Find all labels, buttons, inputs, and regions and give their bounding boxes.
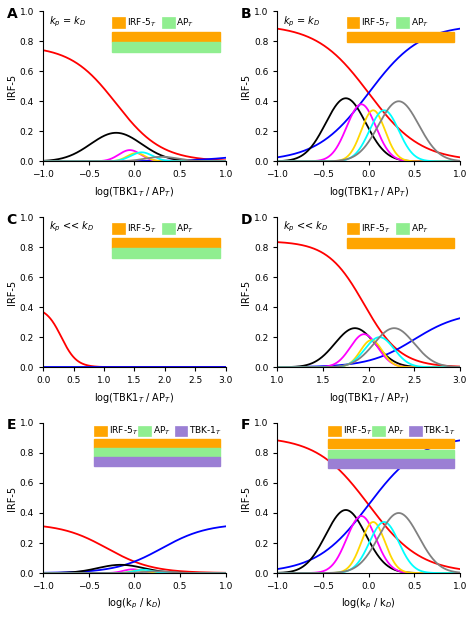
Bar bbox=[112, 238, 220, 248]
X-axis label: log(TBK1$_T$ / AP$_T$): log(TBK1$_T$ / AP$_T$) bbox=[94, 391, 174, 405]
Bar bbox=[409, 426, 421, 436]
X-axis label: log(k$_p$ / k$_D$): log(k$_p$ / k$_D$) bbox=[341, 596, 396, 611]
Y-axis label: IRF-5: IRF-5 bbox=[7, 74, 17, 99]
Bar bbox=[112, 42, 220, 52]
Bar bbox=[346, 223, 359, 234]
Text: AP$_T$: AP$_T$ bbox=[176, 222, 194, 234]
Bar bbox=[162, 17, 174, 28]
X-axis label: log(k$_p$ / k$_D$): log(k$_p$ / k$_D$) bbox=[107, 596, 162, 611]
Text: AP$_T$: AP$_T$ bbox=[387, 425, 405, 437]
Bar bbox=[346, 17, 359, 28]
Bar bbox=[112, 223, 125, 234]
Text: TBK-1$_T$: TBK-1$_T$ bbox=[189, 425, 222, 437]
Bar bbox=[94, 457, 220, 467]
Bar bbox=[112, 17, 125, 28]
Text: $k_p$ << $k_D$: $k_p$ << $k_D$ bbox=[283, 220, 328, 234]
Text: D: D bbox=[241, 213, 252, 227]
Bar bbox=[112, 32, 220, 42]
Text: IRF-5$_T$: IRF-5$_T$ bbox=[361, 16, 391, 28]
Text: C: C bbox=[7, 213, 17, 227]
Text: AP$_T$: AP$_T$ bbox=[153, 425, 171, 437]
Text: IRF-5$_T$: IRF-5$_T$ bbox=[361, 222, 391, 234]
Bar bbox=[396, 17, 409, 28]
Bar bbox=[328, 426, 341, 436]
Bar bbox=[94, 426, 107, 436]
Text: IRF-5$_T$: IRF-5$_T$ bbox=[343, 425, 373, 437]
Bar bbox=[328, 450, 455, 459]
Bar bbox=[174, 426, 187, 436]
Bar bbox=[372, 426, 385, 436]
Text: AP$_T$: AP$_T$ bbox=[176, 16, 194, 28]
X-axis label: log(TBK1$_T$ / AP$_T$): log(TBK1$_T$ / AP$_T$) bbox=[94, 185, 174, 199]
Text: IRF-5$_T$: IRF-5$_T$ bbox=[127, 16, 156, 28]
Text: $k_p$ = $k_D$: $k_p$ = $k_D$ bbox=[283, 14, 320, 28]
Bar bbox=[346, 32, 455, 42]
Text: E: E bbox=[7, 418, 16, 433]
Y-axis label: IRF-5: IRF-5 bbox=[7, 485, 17, 510]
Text: B: B bbox=[241, 7, 252, 20]
Y-axis label: IRF-5: IRF-5 bbox=[241, 74, 251, 99]
Y-axis label: IRF-5: IRF-5 bbox=[241, 279, 251, 305]
Bar bbox=[94, 449, 220, 457]
X-axis label: log(TBK1$_T$ / AP$_T$): log(TBK1$_T$ / AP$_T$) bbox=[328, 391, 409, 405]
Text: IRF-5$_T$: IRF-5$_T$ bbox=[109, 425, 138, 437]
X-axis label: log(TBK1$_T$ / AP$_T$): log(TBK1$_T$ / AP$_T$) bbox=[328, 185, 409, 199]
Text: $k_p$ = $k_D$: $k_p$ = $k_D$ bbox=[49, 14, 86, 28]
Bar bbox=[328, 459, 455, 468]
Bar bbox=[162, 223, 174, 234]
Text: A: A bbox=[7, 7, 18, 20]
Text: IRF-5$_T$: IRF-5$_T$ bbox=[127, 222, 156, 234]
Text: AP$_T$: AP$_T$ bbox=[410, 222, 428, 234]
Y-axis label: IRF-5: IRF-5 bbox=[7, 279, 17, 305]
Bar bbox=[396, 223, 409, 234]
Bar bbox=[138, 426, 151, 436]
Y-axis label: IRF-5: IRF-5 bbox=[241, 485, 251, 510]
Bar bbox=[328, 439, 455, 449]
Text: AP$_T$: AP$_T$ bbox=[410, 16, 428, 28]
Bar bbox=[346, 238, 455, 248]
Text: $k_p$ << $k_D$: $k_p$ << $k_D$ bbox=[49, 220, 94, 234]
Text: F: F bbox=[241, 418, 250, 433]
Text: TBK-1$_T$: TBK-1$_T$ bbox=[423, 425, 456, 437]
Bar bbox=[94, 439, 220, 449]
Bar bbox=[112, 248, 220, 258]
